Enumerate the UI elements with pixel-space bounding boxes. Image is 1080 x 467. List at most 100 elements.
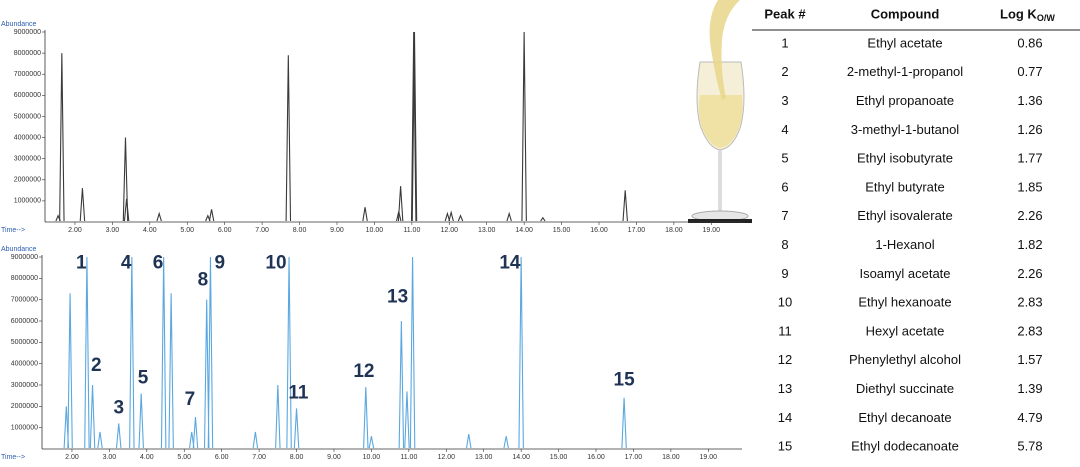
x-tick-label: 15.00: [553, 227, 571, 234]
table-cell: 7: [781, 208, 788, 223]
table-cell: Ethyl decanoate: [858, 410, 951, 425]
x-axis-label: Time-->: [1, 227, 25, 234]
peak: [67, 293, 73, 449]
wine-glass: [688, 0, 752, 223]
table-header-subscript: O/W: [1037, 13, 1056, 23]
peak: [506, 211, 512, 222]
x-tick-label: 5.00: [180, 227, 194, 234]
x-tick-label: 2.00: [65, 454, 79, 461]
x-tick-label: 17.00: [625, 454, 643, 461]
table-cell: Ethyl dodecanoate: [851, 439, 959, 454]
table-cell: 14: [778, 410, 792, 425]
peak: [540, 216, 546, 222]
peak-label: 7: [185, 389, 196, 410]
peak-label: 8: [198, 269, 209, 290]
y-tick-label: 6000000: [11, 318, 38, 325]
y-tick-label: 3000000: [11, 382, 38, 389]
peak: [208, 209, 215, 222]
y-tick-label: 1000000: [11, 425, 38, 432]
peak: [410, 31, 417, 222]
peak: [448, 210, 454, 222]
peak-label: 1: [76, 252, 87, 273]
peak: [444, 211, 451, 222]
y-tick-label: 7000000: [14, 71, 41, 78]
table-cell: 1.77: [1017, 151, 1042, 166]
x-tick-label: 11.00: [400, 454, 417, 461]
table-cell: 6: [781, 179, 788, 194]
peak: [286, 256, 292, 449]
table-cell: 8: [781, 237, 788, 252]
table-cell: 1.26: [1017, 122, 1042, 137]
table-cell: Ethyl isovalerate: [857, 208, 952, 223]
table-cell: Ethyl hexanoate: [858, 295, 951, 310]
x-tick-label: 13.00: [475, 454, 493, 461]
table-cell: 10: [778, 295, 792, 310]
table-cell: Ethyl butyrate: [865, 179, 945, 194]
x-tick-label: 18.00: [665, 227, 683, 234]
peak: [168, 293, 174, 449]
x-tick-label: 4.00: [143, 227, 157, 234]
peak: [192, 416, 199, 449]
y-tick-label: 7000000: [11, 297, 38, 304]
table-cell: 2-methyl-1-propanol: [847, 64, 963, 79]
peak: [409, 256, 416, 449]
x-tick-label: 19.00: [700, 454, 718, 461]
table-cell: Diethyl succinate: [856, 381, 954, 396]
table-header: Compound: [871, 6, 940, 21]
peak-label: 6: [153, 252, 164, 273]
peak: [129, 256, 135, 449]
y-tick-label: 4000000: [14, 134, 41, 141]
table-header: Log KO/W: [1000, 6, 1055, 23]
peak: [252, 431, 259, 449]
peak: [411, 31, 418, 222]
table-cell: 1.85: [1017, 179, 1042, 194]
table-cell: Ethyl isobutyrate: [857, 151, 953, 166]
table-cell: 2: [781, 64, 788, 79]
table-cell: 2.26: [1017, 208, 1042, 223]
table-cell: Hexyl acetate: [866, 323, 945, 338]
table-cell: 2.26: [1017, 266, 1042, 281]
y-tick-label: 5000000: [11, 339, 38, 346]
peak: [160, 256, 167, 449]
peak: [362, 207, 368, 222]
table-cell: 1: [781, 35, 788, 50]
peak: [89, 384, 96, 449]
table-cell: 3: [781, 93, 788, 108]
table-cell: 2.83: [1017, 295, 1042, 310]
x-tick-label: 15.00: [550, 454, 568, 461]
peak: [398, 320, 405, 449]
x-tick-label: 3.00: [103, 454, 117, 461]
x-tick-label: 10.00: [363, 454, 381, 461]
table-cell: 4: [781, 122, 788, 137]
y-tick-label: 4000000: [11, 361, 38, 368]
table-cell: 1.36: [1017, 93, 1042, 108]
table-cell: 5.78: [1017, 439, 1042, 454]
y-tick-label: 8000000: [14, 50, 41, 57]
peak: [521, 31, 527, 222]
peak: [397, 186, 404, 222]
x-tick-label: 11.00: [403, 227, 420, 234]
peak: [79, 188, 86, 222]
peak: [503, 436, 509, 449]
peak: [59, 53, 65, 222]
y-tick-label: 6000000: [14, 92, 41, 99]
peak-label: 9: [215, 252, 226, 273]
x-tick-label: 7.00: [255, 227, 269, 234]
y-tick-label: 2000000: [11, 403, 38, 410]
x-tick-label: 17.00: [628, 227, 646, 234]
y-axis-label: Abundance: [1, 246, 37, 253]
y-tick-label: 1000000: [14, 198, 41, 205]
table-cell: 12: [778, 352, 792, 367]
peak-label: 10: [265, 252, 286, 273]
y-tick-label: 2000000: [14, 177, 41, 184]
table-cell: 2.83: [1017, 323, 1042, 338]
peak-label: 13: [387, 287, 408, 308]
table-header: Peak #: [764, 6, 806, 21]
x-tick-label: 16.00: [590, 227, 608, 234]
table-cell: Phenylethyl alcohol: [849, 352, 961, 367]
peak: [622, 190, 628, 222]
y-axis-label: Abundance: [1, 21, 37, 28]
peak: [207, 256, 214, 449]
peak: [293, 408, 300, 449]
peak-label: 12: [353, 361, 374, 382]
